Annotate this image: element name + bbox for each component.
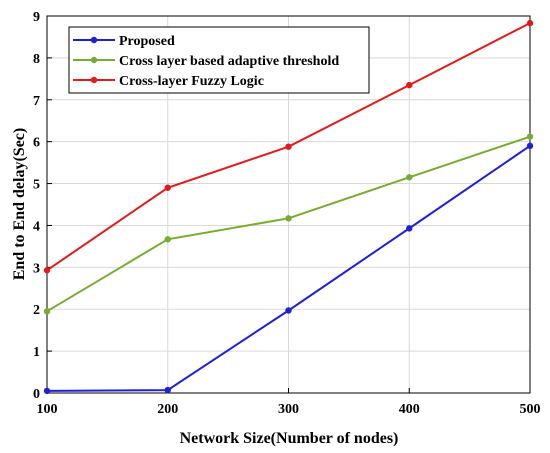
- data-point: [164, 386, 171, 394]
- y-tick-label: 8: [33, 52, 40, 67]
- x-axis-ticks: 100 200 300 400 500: [37, 388, 541, 417]
- x-tick-label: 200: [157, 402, 178, 417]
- legend-label: Proposed: [119, 34, 175, 49]
- y-tick-label: 4: [33, 219, 40, 234]
- data-point: [406, 81, 413, 89]
- series-lines: [43, 19, 534, 395]
- legend: Proposed Cross layer based adaptive thres…: [68, 26, 370, 94]
- legend-swatch-marker: [90, 76, 98, 84]
- x-tick-label: 100: [37, 402, 58, 417]
- y-tick-label: 9: [33, 10, 40, 25]
- data-point: [406, 225, 413, 232]
- data-point: [164, 184, 171, 191]
- x-tick-label: 400: [399, 402, 420, 417]
- legend-label: Cross-layer Fuzzy Logic: [119, 74, 264, 89]
- data-point: [526, 142, 534, 150]
- legend-box: [68, 26, 370, 94]
- x-tick-label: 300: [278, 402, 299, 417]
- data-point: [43, 308, 51, 315]
- y-tick-label: 2: [33, 303, 40, 318]
- y-tick-label: 6: [33, 136, 40, 151]
- data-point: [164, 236, 171, 243]
- y-tick-label: 5: [33, 178, 40, 193]
- legend-label: Cross layer based adaptive threshold: [119, 54, 339, 69]
- x-axis-title: Network Size(Number of nodes): [180, 430, 399, 447]
- legend-swatch-marker: [90, 56, 98, 64]
- y-tick-label: 7: [33, 94, 40, 109]
- data-point: [285, 215, 292, 222]
- y-axis-title: End to End delay(Sec): [11, 128, 28, 280]
- legend-swatch-marker: [90, 36, 98, 44]
- x-tick-label: 500: [520, 402, 541, 417]
- data-point: [285, 143, 292, 150]
- data-point: [406, 174, 413, 181]
- data-point: [526, 133, 534, 140]
- y-tick-label: 3: [33, 261, 40, 276]
- data-point: [526, 19, 534, 27]
- data-point: [43, 267, 51, 274]
- data-point: [43, 387, 51, 395]
- y-tick-label: 1: [33, 345, 40, 360]
- data-point: [285, 307, 292, 314]
- y-tick-label: 0: [33, 387, 40, 402]
- y-axis-ticks: 0 1 2 3 4 5 6 7 8 9: [33, 10, 52, 402]
